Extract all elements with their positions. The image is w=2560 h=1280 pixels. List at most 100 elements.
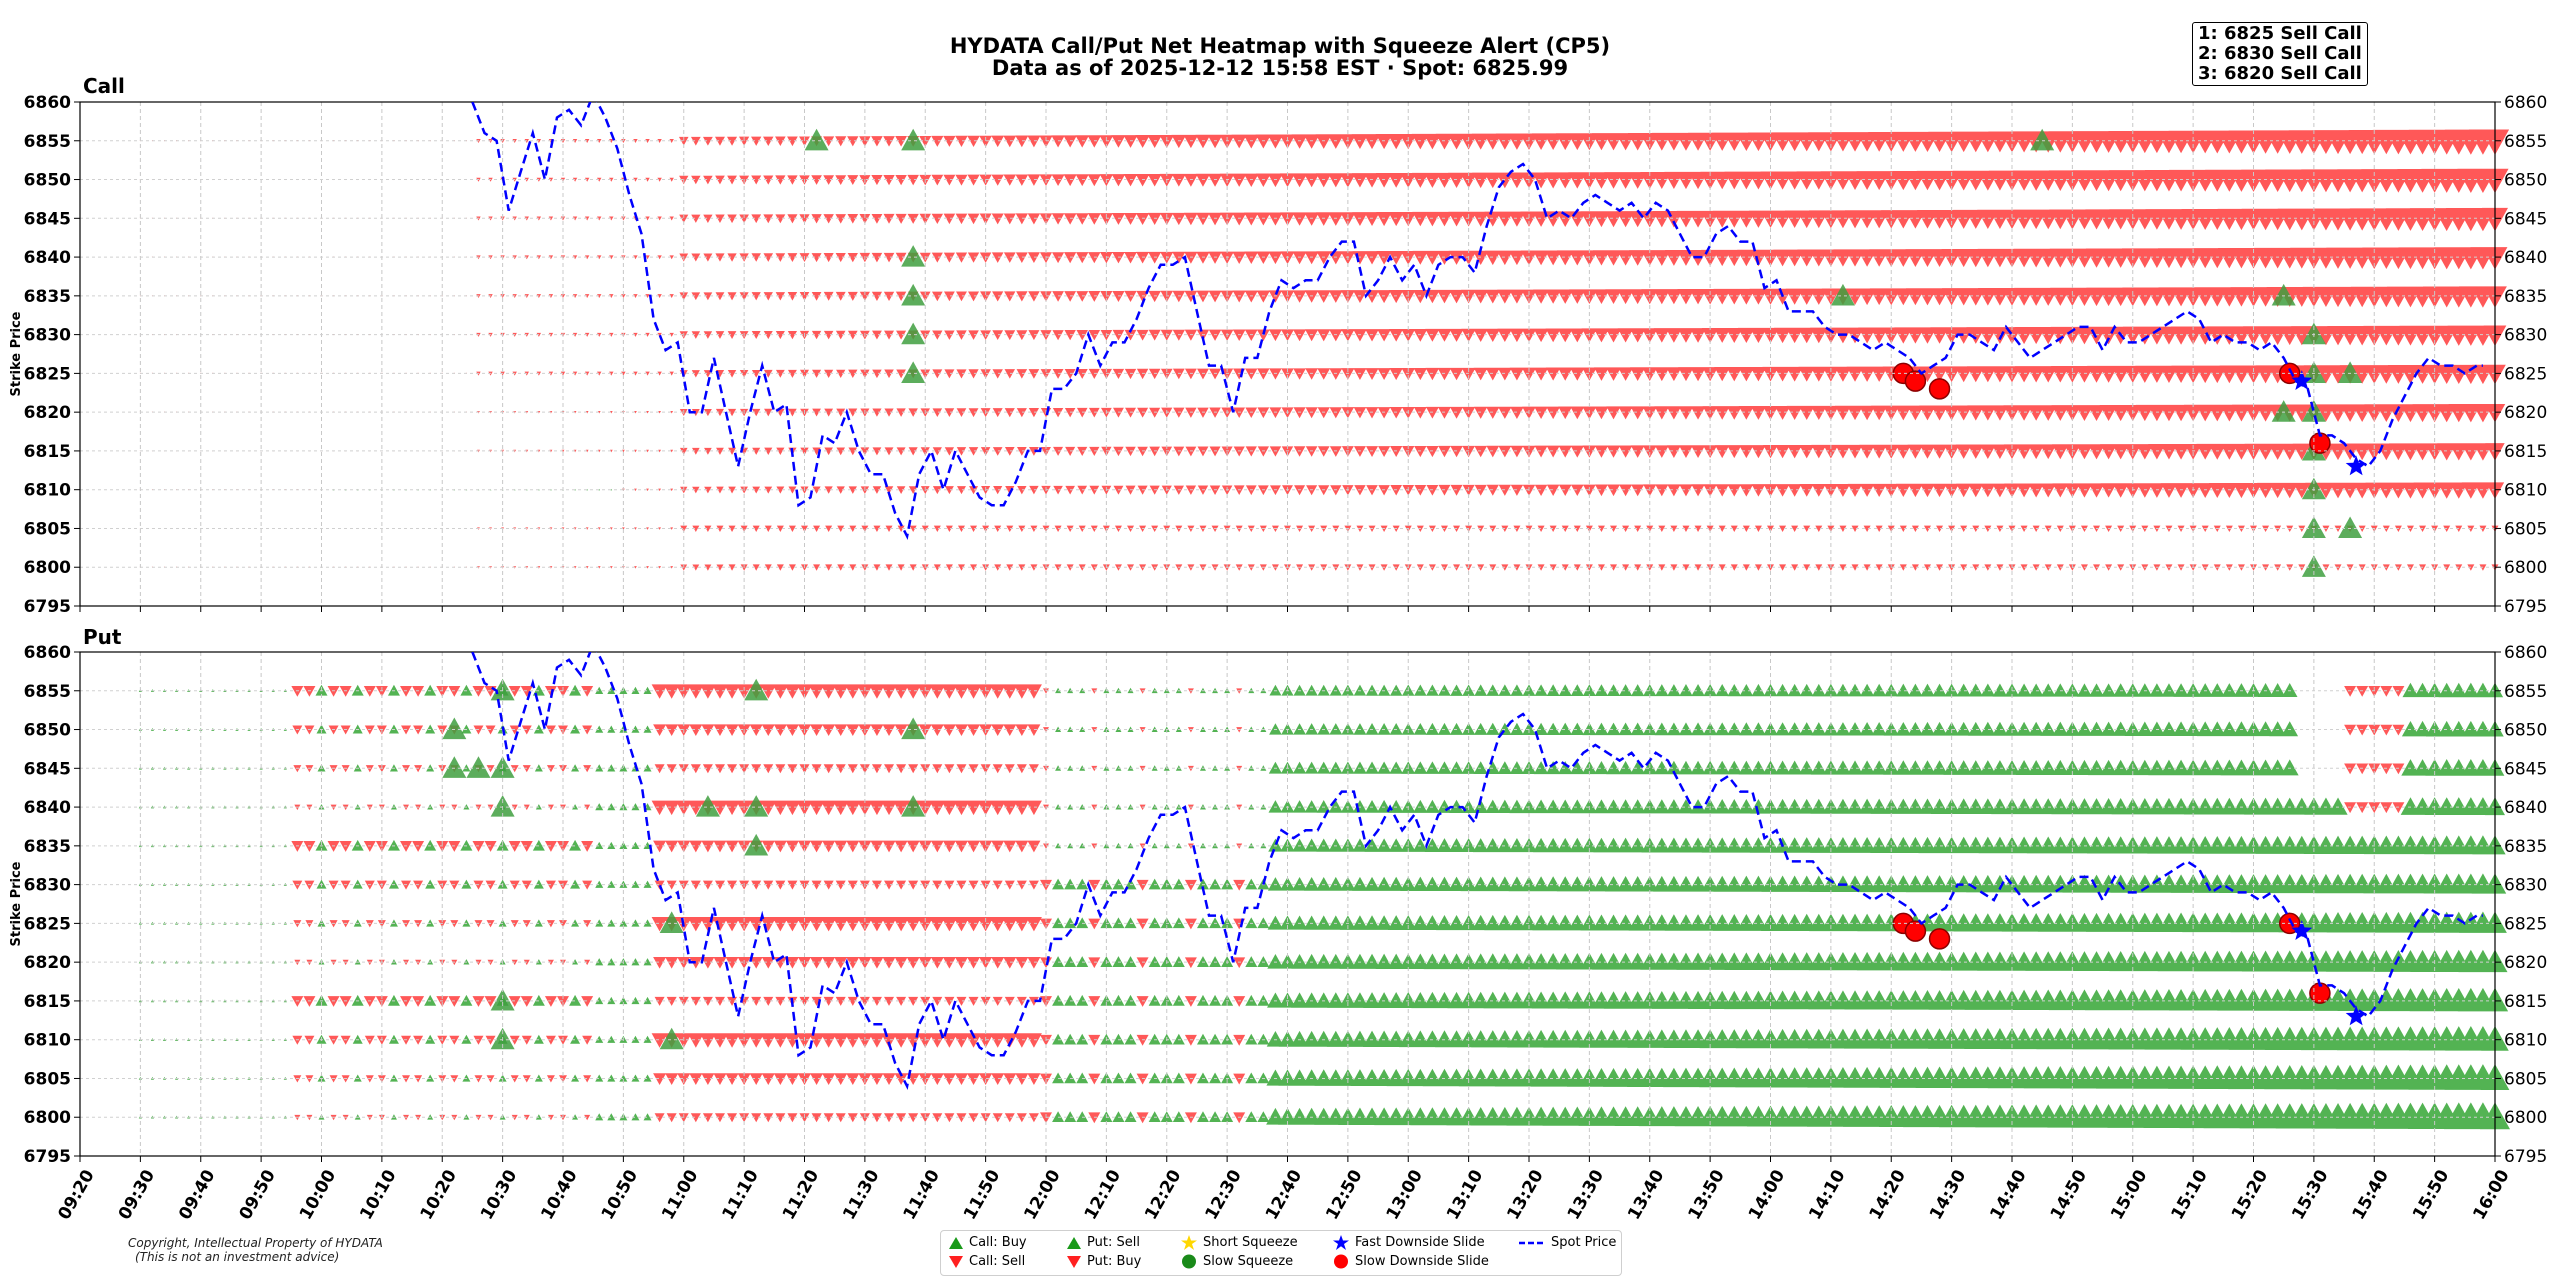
put-buy-row-6840	[138, 797, 2506, 816]
blue-star-icon	[1333, 1235, 1349, 1250]
legend-call-buy: Call: Buy	[949, 1235, 1027, 1251]
call-ytick-label-right-10: 6845	[2504, 209, 2547, 229]
xtick-label-20: 12:40	[1262, 1166, 1306, 1223]
xtick-label-25: 13:30	[1564, 1166, 1608, 1223]
xtick-label-35: 15:10	[2167, 1166, 2211, 1223]
call-buy-signal-2	[901, 245, 926, 267]
put-ytick-label-right-6: 6825	[2504, 914, 2547, 934]
call-buy-signal-4	[901, 322, 926, 345]
put-buy-signal-6	[490, 988, 515, 1011]
xtick-label-10: 11:00	[658, 1166, 702, 1223]
xtick-label-29: 14:10	[1805, 1166, 1849, 1223]
xtick-label-37: 15:30	[2288, 1166, 2332, 1223]
put-buy-row-6825	[138, 911, 2507, 933]
dashed-line-icon	[1519, 1241, 1545, 1244]
xtick-label-1: 09:30	[115, 1166, 159, 1223]
put-ytick-label-right-0: 6795	[2504, 1147, 2547, 1167]
put-ytick-label-right-12: 6855	[2504, 682, 2547, 702]
red-circle-icon	[1334, 1254, 1348, 1269]
call-ytick-label-left-7: 6830	[24, 326, 71, 346]
call-ytick-label-left-5: 6820	[24, 403, 71, 423]
xtick-label-21: 12:50	[1322, 1166, 1366, 1223]
red-down-triangle-icon	[1067, 1255, 1081, 1268]
put-sell-row-6805	[293, 1073, 1246, 1085]
put-ytick-label-left-2: 6805	[24, 1069, 71, 1089]
call-ytick-label-right-2: 6805	[2504, 519, 2547, 539]
legend-slow-squeeze: Slow Squeeze	[1181, 1254, 1293, 1270]
call-sell-row-6830	[139, 325, 2507, 346]
call-buy-signal-0	[804, 128, 829, 151]
put-sell-row-6835	[291, 840, 1243, 853]
put-buy-signal-10	[695, 795, 720, 817]
chart-subtitle: Data as of 2025-12-12 15:58 EST · Spot: …	[991, 56, 1569, 80]
put-buy-row-6805	[138, 1064, 2510, 1090]
call-sell-row-6815	[139, 443, 2505, 461]
legend-spot: Spot Price	[1519, 1235, 1616, 1251]
signal-markers	[442, 128, 2367, 1050]
xtick-label-31: 14:30	[1926, 1166, 1970, 1223]
put-ytick-label-left-12: 6855	[24, 682, 71, 702]
put-ytick-label-right-4: 6815	[2504, 992, 2547, 1012]
alert-line-2: 2: 6830 Sell Call	[2198, 43, 2362, 64]
call-ytick-label-left-8: 6835	[24, 287, 71, 307]
call-panel-title: Call	[83, 74, 125, 98]
put-ytick-label-right-8: 6835	[2504, 837, 2547, 857]
spot-price-lines	[471, 102, 2483, 1090]
xtick-label-27: 13:50	[1684, 1166, 1728, 1223]
call-ytick-label-right-13: 6860	[2504, 93, 2547, 113]
call-slow-slide-1	[1904, 370, 1927, 392]
copyright-line-1: Copyright, Intellectual Property of HYDA…	[128, 1236, 383, 1250]
copyright-line-2: (This is not an investment advice)	[135, 1250, 340, 1264]
xtick-label-18: 12:20	[1141, 1166, 1185, 1223]
put-ytick-label-left-0: 6795	[24, 1147, 71, 1167]
xtick-label-2: 09:40	[175, 1166, 219, 1223]
call-ytick-label-right-1: 6800	[2504, 558, 2547, 578]
put-buy-signal-2	[466, 756, 491, 778]
call-ytick-label-left-2: 6805	[24, 519, 71, 539]
put-buy-row-6810	[138, 1025, 2509, 1051]
put-buy-row-6820	[138, 949, 2508, 973]
put-ytick-label-right-3: 6810	[2504, 1031, 2547, 1051]
call-ytick-label-right-6: 6825	[2504, 364, 2547, 384]
put-sell-row-6850	[292, 724, 2405, 737]
put-ytick-label-right-7: 6830	[2504, 876, 2547, 896]
alert-box: 1: 6825 Sell Call 2: 6830 Sell Call 3: 6…	[2192, 22, 2368, 86]
xtick-label-8: 10:40	[537, 1166, 581, 1223]
xtick-label-9: 10:50	[598, 1166, 642, 1223]
put-buy-signal-1	[442, 756, 467, 778]
legend: Call: Buy Call: Sell Put: Sell Put: Buy …	[940, 1230, 1622, 1276]
put-slow-slide-2	[1928, 928, 1951, 950]
put-buy-signal-0	[442, 717, 467, 740]
xtick-label-16: 12:00	[1020, 1166, 1064, 1223]
green-circle-icon	[1182, 1254, 1196, 1269]
alert-line-3: 3: 6820 Sell Call	[2198, 63, 2362, 84]
call-ytick-label-right-9: 6840	[2504, 248, 2547, 268]
put-buy-row-6835	[138, 835, 2506, 855]
put-sell-row-6820	[294, 956, 1246, 969]
legend-short-squeeze: Short Squeeze	[1181, 1235, 1298, 1251]
put-sell-row-6810	[292, 1033, 1246, 1048]
put-sell-row-6825	[293, 916, 1246, 932]
xtick-label-39: 15:50	[2409, 1166, 2453, 1223]
put-sell-row-6800	[294, 1112, 1246, 1124]
call-sell-row-6840	[139, 247, 2508, 270]
call-buy-signal-8	[2271, 283, 2296, 306]
copyright-note: Copyright, Intellectual Property of HYDA…	[128, 1236, 383, 1264]
put-buy-signal-9	[659, 1027, 684, 1050]
put-ytick-label-right-2: 6805	[2504, 1069, 2547, 1089]
call-sell-row-6845	[139, 207, 2509, 232]
xtick-label-34: 15:00	[2107, 1166, 2151, 1223]
call-ytick-label-right-3: 6810	[2504, 481, 2547, 501]
legend-put-buy: Put: Buy	[1067, 1254, 1141, 1270]
call-sell-row-6820	[139, 403, 2506, 423]
call-ytick-label-left-3: 6810	[24, 481, 71, 501]
call-slow-slide-2	[1928, 378, 1951, 400]
legend-fast-slide: Fast Downside Slide	[1333, 1235, 1485, 1251]
put-buy-row-6855	[138, 682, 2504, 698]
put-ylabel: Strike Price	[9, 861, 24, 946]
put-buy-signal-8	[659, 911, 684, 933]
put-ytick-label-left-6: 6825	[24, 914, 71, 934]
put-ytick-label-right-13: 6860	[2504, 643, 2547, 663]
put-axes-frame	[79, 651, 2496, 1157]
call-spot-price-line	[471, 102, 2483, 540]
